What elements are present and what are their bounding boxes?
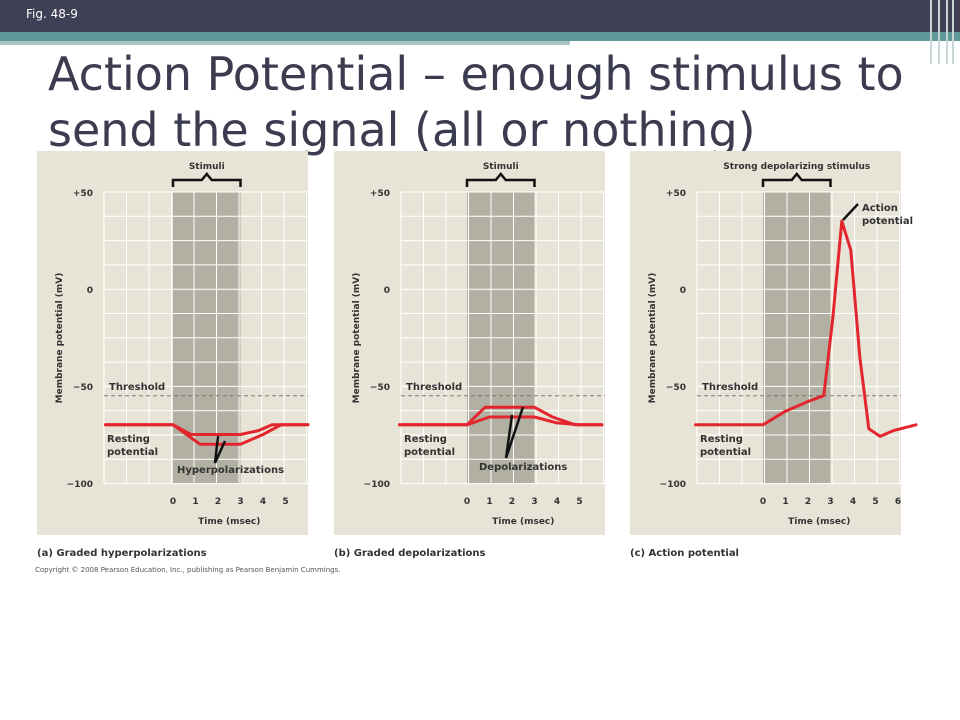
x-tick-label: 5 bbox=[282, 497, 288, 507]
stimulus-label: Strong depolarizing stimulus bbox=[723, 162, 870, 172]
stimulus-brace bbox=[171, 172, 242, 187]
resting-label-line: potential bbox=[404, 447, 455, 458]
accent-stripe bbox=[0, 32, 960, 41]
caption-c: (c) Action potential bbox=[630, 548, 739, 559]
response-label: Hyperpolarizations bbox=[177, 465, 284, 476]
top-bar bbox=[0, 0, 960, 32]
resting-label: Resting potential bbox=[404, 434, 455, 458]
stimulus-brace bbox=[465, 172, 536, 187]
y-tick-label: −50 bbox=[73, 383, 93, 393]
y-tick-label: −100 bbox=[67, 480, 93, 490]
x-tick-label: 3 bbox=[531, 497, 537, 507]
x-tick-label: 4 bbox=[554, 497, 560, 507]
y-tick-label: −100 bbox=[364, 480, 390, 490]
x-tick-label: 2 bbox=[215, 497, 221, 507]
y-tick-label: +50 bbox=[370, 189, 390, 199]
x-tick-label: 2 bbox=[509, 497, 515, 507]
response-curve bbox=[398, 405, 604, 427]
corner-line bbox=[930, 0, 932, 64]
accent-stripe-light bbox=[0, 41, 570, 45]
label-pointer bbox=[504, 414, 514, 459]
resting-label-line: Resting bbox=[404, 434, 447, 445]
y-tick-label: 0 bbox=[87, 286, 93, 296]
corner-line bbox=[946, 0, 948, 64]
threshold-label: Threshold bbox=[702, 382, 758, 393]
stimulus-label: Stimuli bbox=[189, 162, 225, 172]
y-axis-label: Membrane potential (mV) bbox=[352, 273, 362, 404]
response-label-line: potential bbox=[862, 216, 913, 227]
slide-title: Action Potential – enough stimulus to se… bbox=[48, 47, 904, 157]
stimulus-brace bbox=[761, 172, 832, 187]
response-label: Depolarizations bbox=[479, 462, 567, 473]
label-pointer bbox=[504, 406, 525, 459]
corner-line bbox=[952, 0, 954, 64]
x-tick-label: 5 bbox=[872, 497, 878, 507]
resting-label-line: potential bbox=[700, 447, 751, 458]
fig-label: Fig. 48-9 bbox=[26, 7, 78, 21]
x-tick-label: 1 bbox=[782, 497, 788, 507]
x-tick-label: 3 bbox=[237, 497, 243, 507]
threshold-label: Threshold bbox=[406, 382, 462, 393]
x-tick-label: 5 bbox=[576, 497, 582, 507]
response-label: Action potential bbox=[862, 203, 913, 227]
x-tick-label: 0 bbox=[760, 497, 766, 507]
x-tick-label: 0 bbox=[464, 497, 470, 507]
y-tick-label: −100 bbox=[660, 480, 686, 490]
x-tick-label: 1 bbox=[192, 497, 198, 507]
accent-gap bbox=[570, 41, 890, 51]
resting-label: Resting potential bbox=[107, 434, 158, 458]
x-axis-label: Time (msec) bbox=[492, 517, 554, 527]
y-tick-label: −50 bbox=[666, 383, 686, 393]
x-tick-label: 0 bbox=[170, 497, 176, 507]
x-tick-label: 6 bbox=[895, 497, 901, 507]
resting-label-line: Resting bbox=[107, 434, 150, 445]
resting-label-line: Resting bbox=[700, 434, 743, 445]
chart-c: +50 0 −50 −100 0 1 2 3 4 5 6 Time (msec) Membrane po… bbox=[648, 162, 918, 527]
x-axis-label: Time (msec) bbox=[788, 517, 850, 527]
y-tick-label: +50 bbox=[666, 189, 686, 199]
y-axis-label: Membrane potential (mV) bbox=[55, 273, 65, 404]
threshold-label: Threshold bbox=[109, 382, 165, 393]
x-axis-label: Time (msec) bbox=[198, 517, 260, 527]
response-curve bbox=[104, 423, 310, 446]
chart-b: +50 0 −50 −100 0 1 2 3 4 5 Time (msec) Membrane pot… bbox=[352, 162, 605, 527]
x-tick-label: 4 bbox=[260, 497, 266, 507]
response-curve bbox=[694, 219, 918, 438]
y-tick-label: 0 bbox=[384, 286, 390, 296]
y-tick-label: −50 bbox=[370, 383, 390, 393]
caption-b: (b) Graded depolarizations bbox=[334, 548, 486, 559]
x-tick-label: 2 bbox=[805, 497, 811, 507]
copyright-text: Copyright © 2008 Pearson Education, Inc.… bbox=[35, 566, 341, 574]
y-tick-label: +50 bbox=[73, 189, 93, 199]
chart-a: +50 0 −50 −100 0 1 2 3 4 5 Time (msec) Membrane pot… bbox=[55, 162, 310, 527]
chart-panel-a bbox=[37, 151, 308, 535]
label-pointer bbox=[213, 440, 227, 464]
response-label-line: Action bbox=[862, 203, 898, 214]
stimulus-label: Stimuli bbox=[483, 162, 519, 172]
label-pointer bbox=[213, 435, 220, 464]
resting-label: Resting potential bbox=[700, 434, 751, 458]
y-tick-label: 0 bbox=[680, 286, 686, 296]
caption-a: (a) Graded hyperpolarizations bbox=[37, 548, 207, 559]
resting-label-line: potential bbox=[107, 447, 158, 458]
x-tick-label: 3 bbox=[827, 497, 833, 507]
label-pointer bbox=[842, 203, 859, 221]
y-axis-label: Membrane potential (mV) bbox=[648, 273, 658, 404]
x-tick-label: 1 bbox=[486, 497, 492, 507]
corner-line bbox=[938, 0, 940, 64]
x-tick-label: 4 bbox=[850, 497, 856, 507]
